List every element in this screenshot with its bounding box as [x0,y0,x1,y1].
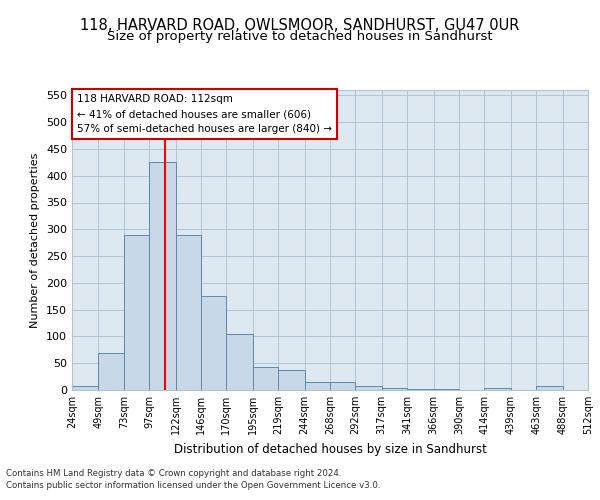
Text: Contains HM Land Registry data © Crown copyright and database right 2024.: Contains HM Land Registry data © Crown c… [6,468,341,477]
Bar [278,370,305,390]
Bar [226,334,253,390]
Y-axis label: Number of detached properties: Number of detached properties [31,152,40,328]
Bar [407,389,434,390]
Text: Contains public sector information licensed under the Open Government Licence v3: Contains public sector information licen… [6,481,380,490]
Bar [176,234,201,390]
Bar [330,382,355,390]
Bar [355,386,382,390]
Bar [98,352,124,390]
Bar [382,388,407,390]
Bar [434,389,459,390]
Bar [124,234,149,390]
Text: Size of property relative to detached houses in Sandhurst: Size of property relative to detached ho… [107,30,493,43]
Bar [253,367,278,390]
Bar [588,388,600,390]
Bar [72,386,98,390]
Bar [536,386,563,390]
Bar [201,296,226,390]
Text: 118, HARVARD ROAD, OWLSMOOR, SANDHURST, GU47 0UR: 118, HARVARD ROAD, OWLSMOOR, SANDHURST, … [80,18,520,32]
Bar [484,388,511,390]
Bar [305,382,330,390]
Bar [149,162,176,390]
Text: 118 HARVARD ROAD: 112sqm
← 41% of detached houses are smaller (606)
57% of semi-: 118 HARVARD ROAD: 112sqm ← 41% of detach… [77,94,332,134]
X-axis label: Distribution of detached houses by size in Sandhurst: Distribution of detached houses by size … [173,442,487,456]
